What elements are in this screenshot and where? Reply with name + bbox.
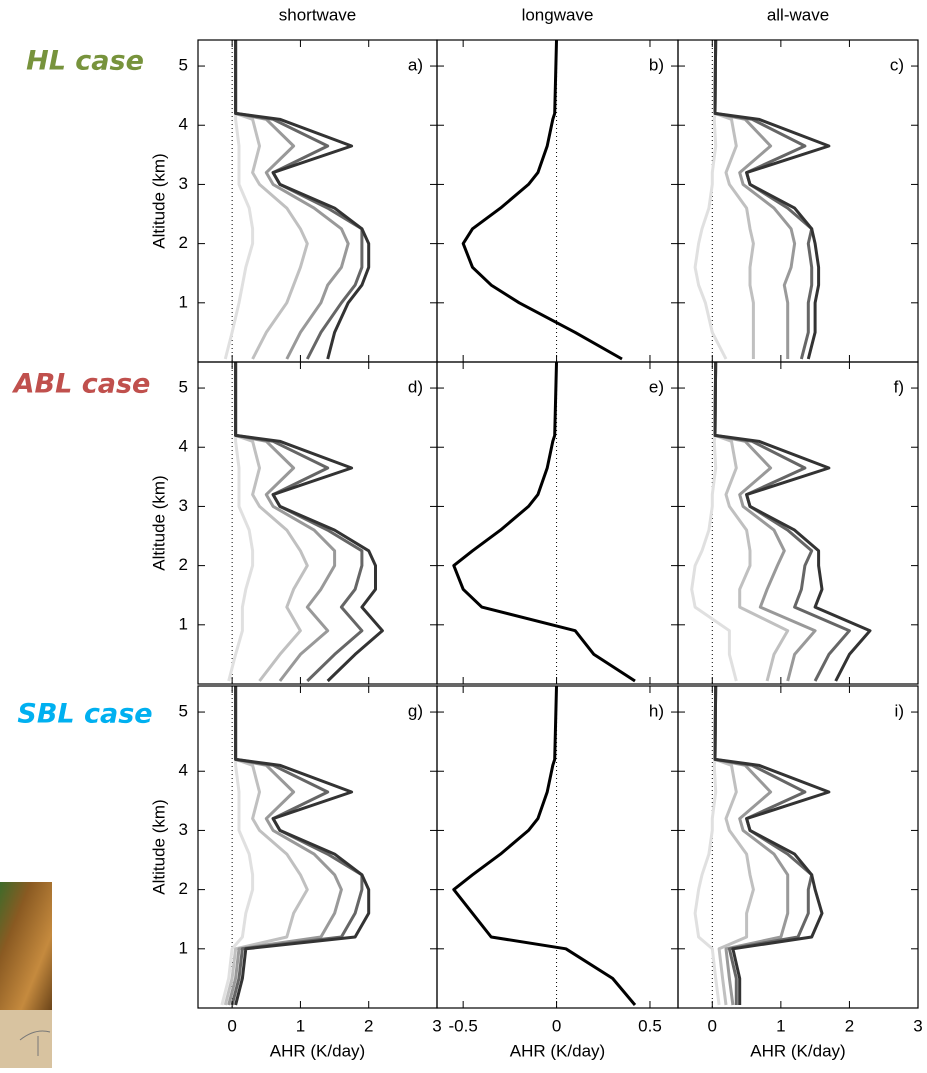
panel-label: c) — [890, 55, 904, 74]
y-tick-label: 5 — [179, 56, 188, 75]
y-tick-label: 2 — [179, 555, 188, 574]
profile-line — [234, 362, 384, 683]
profile-line — [234, 40, 309, 360]
x-tick-label: 0 — [227, 1016, 236, 1035]
profile-line — [713, 686, 755, 1006]
profile-line — [713, 40, 831, 360]
photo — [0, 882, 52, 1010]
profile-line — [234, 362, 337, 682]
y-axis-label: Altitude (km) — [149, 153, 168, 248]
x-tick-label: 2 — [845, 1016, 854, 1035]
profile-line — [713, 686, 831, 1005]
profile-line — [234, 362, 309, 682]
profile-line — [713, 40, 755, 359]
panel-label: i) — [895, 701, 904, 720]
panel-label: a) — [408, 55, 423, 74]
y-axis-label: Altitude (km) — [149, 475, 168, 570]
x-tick-label: 0 — [552, 1016, 561, 1035]
x-tick-label: -0.5 — [449, 1016, 478, 1035]
profile-line — [461, 40, 623, 361]
x-tick-label: 3 — [432, 1016, 441, 1035]
x-axis-label: AHR (K/day) — [270, 1041, 365, 1060]
panel-label: e) — [649, 377, 664, 396]
panel-frame — [436, 685, 679, 1009]
x-tick-label: 0 — [708, 1016, 717, 1035]
panel-label: d) — [408, 377, 423, 396]
profile-line — [227, 362, 255, 682]
row-label: ABL case — [12, 369, 151, 400]
panel-frame — [677, 361, 919, 685]
y-tick-label: 1 — [179, 292, 188, 311]
profile-line — [713, 362, 790, 682]
y-tick-label: 3 — [179, 820, 188, 839]
x-tick-label: 2 — [364, 1016, 373, 1035]
y-axis-label: Altitude (km) — [149, 799, 168, 894]
y-tick-label: 4 — [179, 115, 188, 134]
photo-detail — [19, 1030, 51, 1056]
profile-line — [713, 362, 817, 682]
profile-line — [234, 40, 350, 360]
column-title: shortwave — [279, 5, 356, 24]
profile-line — [452, 686, 637, 1006]
y-tick-label: 4 — [179, 761, 188, 780]
y-tick-label: 3 — [179, 174, 188, 193]
panel-label: h) — [649, 701, 664, 720]
y-tick-label: 4 — [179, 437, 188, 456]
panel-frame — [677, 685, 919, 1009]
profile-line — [234, 686, 371, 1006]
profile-line — [690, 362, 738, 682]
y-tick-label: 1 — [179, 938, 188, 957]
profile-line — [234, 40, 364, 360]
x-tick-label: 1 — [296, 1016, 305, 1035]
x-axis-label: AHR (K/day) — [750, 1041, 845, 1060]
row-label: HL case — [26, 46, 144, 77]
panel-label: f) — [894, 377, 904, 396]
x-tick-label: 3 — [913, 1016, 922, 1035]
profile-line — [452, 362, 636, 683]
panel-frame — [436, 39, 679, 363]
y-tick-label: 2 — [179, 233, 188, 252]
x-tick-label: 1 — [776, 1016, 785, 1035]
y-tick-label: 3 — [179, 496, 188, 515]
profile-line — [713, 686, 814, 1005]
profile-line — [223, 40, 255, 360]
panel-label: g) — [408, 701, 423, 720]
column-title: longwave — [522, 5, 594, 24]
profile-line — [693, 40, 728, 360]
profile-line — [713, 40, 814, 360]
x-tick-label: 0.5 — [638, 1016, 662, 1035]
row-label: SBL case — [17, 699, 152, 730]
profile-line — [234, 362, 364, 683]
panel-label: b) — [649, 55, 664, 74]
profile-line — [693, 686, 721, 1006]
column-title: all-wave — [767, 5, 829, 24]
profile-line — [220, 686, 255, 1006]
panel-frame — [436, 361, 679, 685]
profile-line — [234, 40, 371, 360]
y-tick-label: 5 — [179, 702, 188, 721]
photo — [0, 1010, 52, 1068]
y-tick-label: 1 — [179, 614, 188, 633]
y-tick-label: 2 — [179, 879, 188, 898]
x-axis-label: AHR (K/day) — [510, 1041, 605, 1060]
profile-line — [713, 362, 851, 682]
profile-line — [713, 362, 872, 682]
y-tick-label: 5 — [179, 378, 188, 397]
profile-line — [713, 40, 797, 359]
